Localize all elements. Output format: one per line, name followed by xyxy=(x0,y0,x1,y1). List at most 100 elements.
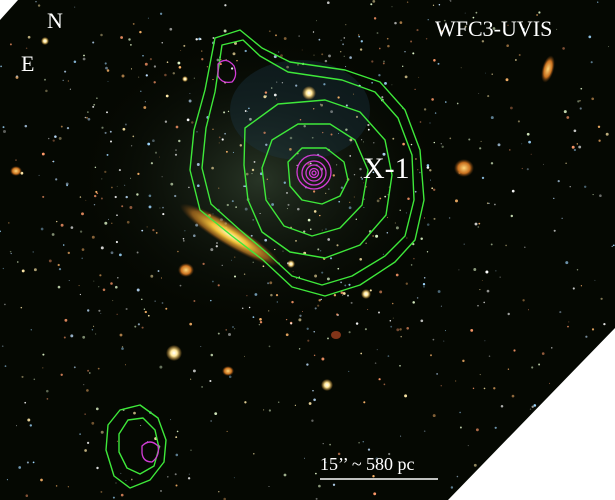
field-star xyxy=(83,384,85,386)
field-star xyxy=(399,328,402,331)
field-star xyxy=(2,267,4,270)
field-star xyxy=(484,340,486,342)
field-star xyxy=(195,38,198,41)
field-star xyxy=(277,401,280,403)
field-star xyxy=(138,76,140,78)
field-star xyxy=(144,101,146,103)
field-star xyxy=(591,97,595,101)
field-star xyxy=(244,49,247,53)
field-star xyxy=(99,274,102,277)
field-star xyxy=(285,333,289,337)
field-star xyxy=(221,138,224,141)
field-star xyxy=(48,259,52,263)
field-star xyxy=(94,194,97,198)
field-star xyxy=(100,490,103,493)
field-star xyxy=(345,66,347,68)
field-star xyxy=(298,318,302,322)
field-star xyxy=(355,115,359,118)
field-star xyxy=(141,298,143,301)
field-star xyxy=(116,185,118,187)
field-star xyxy=(32,461,35,464)
field-star xyxy=(580,87,583,90)
field-star xyxy=(121,346,124,348)
field-star xyxy=(67,80,69,82)
field-star xyxy=(62,244,65,246)
field-star xyxy=(365,242,367,245)
field-star xyxy=(18,466,22,469)
field-star xyxy=(93,325,95,327)
field-star xyxy=(309,162,312,165)
field-star xyxy=(315,20,317,22)
field-star xyxy=(467,445,469,447)
field-star xyxy=(188,473,190,475)
field-star xyxy=(306,363,309,366)
field-star xyxy=(155,232,158,234)
field-star xyxy=(376,199,380,203)
field-star xyxy=(470,328,474,332)
field-star xyxy=(280,54,283,57)
field-star xyxy=(597,1,599,3)
field-star xyxy=(184,230,186,232)
field-star xyxy=(0,65,2,68)
field-star xyxy=(608,46,610,48)
field-star xyxy=(400,435,402,437)
field-star xyxy=(162,213,165,216)
field-star xyxy=(573,129,577,133)
field-star xyxy=(281,82,284,84)
field-star xyxy=(124,184,126,186)
field-star xyxy=(91,235,95,239)
field-star xyxy=(96,466,99,470)
field-star xyxy=(433,141,435,144)
field-star xyxy=(15,159,17,161)
field-star xyxy=(159,365,163,369)
field-star xyxy=(367,160,370,163)
field-star xyxy=(383,383,386,386)
field-star xyxy=(414,190,417,193)
field-star xyxy=(485,270,489,274)
field-star xyxy=(405,282,408,285)
bright-star xyxy=(166,345,182,361)
field-star xyxy=(216,242,218,244)
field-star xyxy=(130,68,133,70)
field-star xyxy=(404,51,406,53)
field-star xyxy=(121,347,124,350)
field-star xyxy=(362,441,364,443)
field-star xyxy=(402,142,405,146)
field-star xyxy=(355,322,359,325)
field-star xyxy=(490,243,493,246)
field-star xyxy=(259,320,263,324)
field-star xyxy=(259,213,261,214)
field-star xyxy=(264,91,268,94)
field-star xyxy=(153,65,157,68)
field-star xyxy=(4,365,7,367)
field-star xyxy=(27,418,31,422)
field-star xyxy=(303,124,306,128)
field-star xyxy=(406,327,409,330)
field-star xyxy=(296,164,298,167)
field-star xyxy=(104,131,107,134)
field-star xyxy=(86,389,89,392)
field-star xyxy=(579,107,582,110)
field-star xyxy=(367,123,370,127)
field-star xyxy=(51,233,55,236)
field-star xyxy=(109,130,112,133)
background-galaxy xyxy=(178,263,194,277)
field-star xyxy=(32,251,34,253)
field-star xyxy=(464,12,466,14)
radio-contour xyxy=(311,170,317,176)
field-star xyxy=(526,168,529,171)
field-star xyxy=(359,257,363,261)
xray-contour xyxy=(261,123,369,237)
field-star xyxy=(600,297,603,300)
field-star xyxy=(526,132,530,136)
field-star xyxy=(223,111,226,114)
field-star xyxy=(33,268,37,272)
field-star xyxy=(286,208,288,210)
field-star xyxy=(175,453,179,457)
field-star xyxy=(9,43,12,46)
field-star xyxy=(160,277,162,279)
field-star xyxy=(91,421,95,425)
field-star xyxy=(188,186,190,189)
field-star xyxy=(529,408,532,410)
field-star xyxy=(235,206,237,208)
